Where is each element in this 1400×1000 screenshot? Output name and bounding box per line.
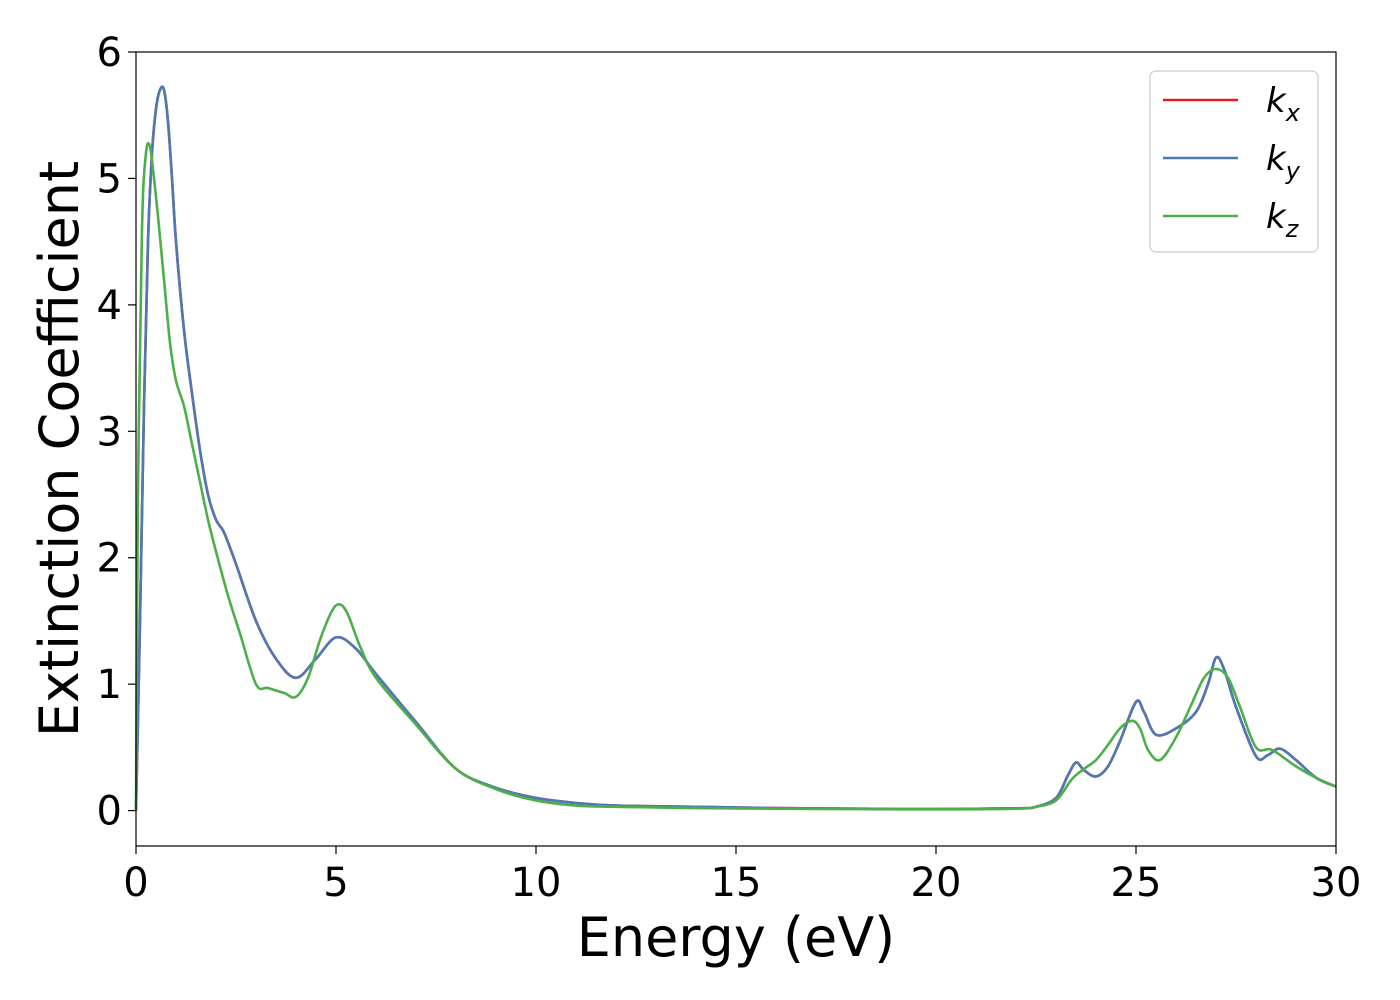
legend-label-base: k bbox=[1266, 81, 1287, 121]
plot-lines bbox=[134, 85, 1337, 811]
x-tick-label: 20 bbox=[911, 860, 962, 906]
legend-box bbox=[1149, 70, 1319, 253]
y-tick-label: 0 bbox=[97, 789, 122, 835]
y-tick-label: 5 bbox=[97, 156, 122, 202]
x-axis-ticks: 0 5 10 15 20 25 30 bbox=[123, 846, 1361, 906]
y-tick-label: 6 bbox=[97, 30, 122, 76]
y-tick-label: 2 bbox=[97, 536, 122, 582]
x-tick-label: 0 bbox=[123, 860, 148, 906]
legend-label-subscript: z bbox=[1285, 215, 1300, 243]
legend-label-base: k bbox=[1266, 197, 1287, 237]
x-tick-label: 25 bbox=[1111, 860, 1162, 906]
legend-label-subscript: x bbox=[1285, 99, 1301, 127]
x-axis-title: Energy (eV) bbox=[577, 906, 896, 969]
x-tick-label: 30 bbox=[1311, 860, 1362, 906]
legend-label: kz bbox=[1266, 197, 1300, 243]
legend-label-base: k bbox=[1266, 139, 1287, 179]
plot-frame bbox=[135, 51, 1337, 847]
y-tick-label: 3 bbox=[97, 409, 122, 455]
x-tick-label: 5 bbox=[323, 860, 348, 906]
x-tick-label: 10 bbox=[511, 860, 562, 906]
y-tick-label: 4 bbox=[97, 283, 122, 329]
y-axis-title: Extinction Coefficient bbox=[28, 161, 91, 737]
x-tick-label: 15 bbox=[711, 860, 762, 906]
legend-label: kx bbox=[1266, 81, 1301, 127]
y-axis-ticks: 0 1 2 3 4 5 6 bbox=[97, 30, 136, 835]
legend-label: ky bbox=[1266, 139, 1301, 185]
legend-label-subscript: y bbox=[1285, 157, 1301, 185]
series-line-ky bbox=[134, 85, 1337, 811]
series-line-kz bbox=[134, 141, 1337, 811]
y-tick-label: 1 bbox=[97, 662, 122, 708]
